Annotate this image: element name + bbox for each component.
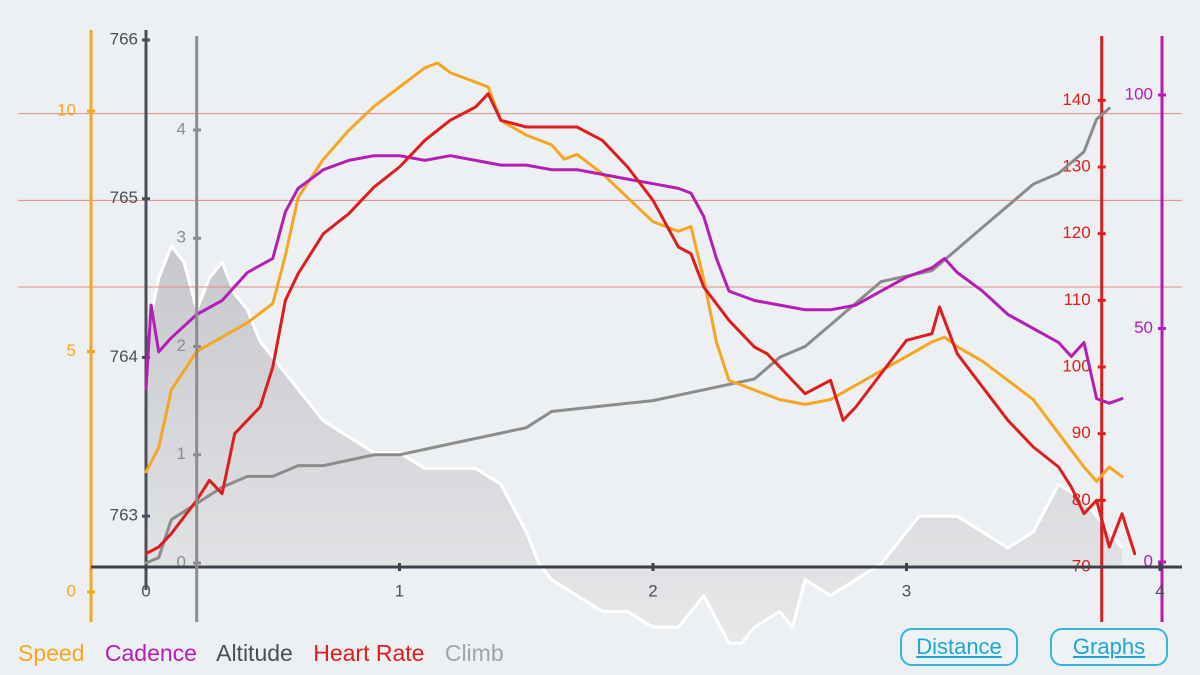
legend-heart-rate: Heart Rate xyxy=(313,640,425,666)
series-cadence xyxy=(144,154,1124,405)
altitude-area xyxy=(146,246,1122,644)
legend-climb: Climb xyxy=(444,640,504,666)
x-tick-4: 4 xyxy=(1155,581,1164,600)
heart-rate-tick-130: 130 xyxy=(1062,156,1090,175)
series-heart-rate xyxy=(144,92,1137,556)
climb-tick-4: 4 xyxy=(177,119,186,138)
altitude-tick-766: 766 xyxy=(110,29,138,48)
cadence-tick-50: 50 xyxy=(1134,318,1153,337)
cadence-tick-100: 100 xyxy=(1125,84,1153,103)
altitude-tick-763: 763 xyxy=(110,506,138,525)
graphs-button[interactable]: Graphs xyxy=(1050,628,1168,666)
legend-altitude: Altitude xyxy=(216,640,293,666)
legend-cadence: Cadence xyxy=(104,640,197,666)
altitude-tick-765: 765 xyxy=(110,188,138,207)
climb-tick-0: 0 xyxy=(177,552,186,571)
heart-rate-tick-120: 120 xyxy=(1062,223,1090,242)
climb-tick-2: 2 xyxy=(177,336,186,355)
altitude-tick-764: 764 xyxy=(110,347,138,366)
x-tick-0: 0 xyxy=(141,581,150,600)
distance-button[interactable]: Distance xyxy=(900,628,1018,666)
speed-tick-0: 0 xyxy=(67,581,76,600)
heart-rate-tick-100: 100 xyxy=(1062,356,1090,375)
heart-rate-tick-90: 90 xyxy=(1072,423,1091,442)
legend-speed: Speed xyxy=(18,640,85,666)
climb-tick-1: 1 xyxy=(177,444,186,463)
x-tick-1: 1 xyxy=(395,581,404,600)
speed-tick-10: 10 xyxy=(57,101,76,120)
x-tick-2: 2 xyxy=(648,581,657,600)
cadence-tick-0: 0 xyxy=(1144,551,1153,570)
altitude-line xyxy=(144,244,1124,645)
heart-rate-tick-110: 110 xyxy=(1064,290,1091,309)
legend: Speed Cadence Altitude Heart Rate Climb xyxy=(18,640,518,667)
heart-rate-tick-140: 140 xyxy=(1062,90,1090,109)
climb-tick-3: 3 xyxy=(177,228,186,247)
speed-tick-5: 5 xyxy=(67,341,76,360)
x-tick-3: 3 xyxy=(902,581,911,600)
series-climb xyxy=(144,106,1111,565)
